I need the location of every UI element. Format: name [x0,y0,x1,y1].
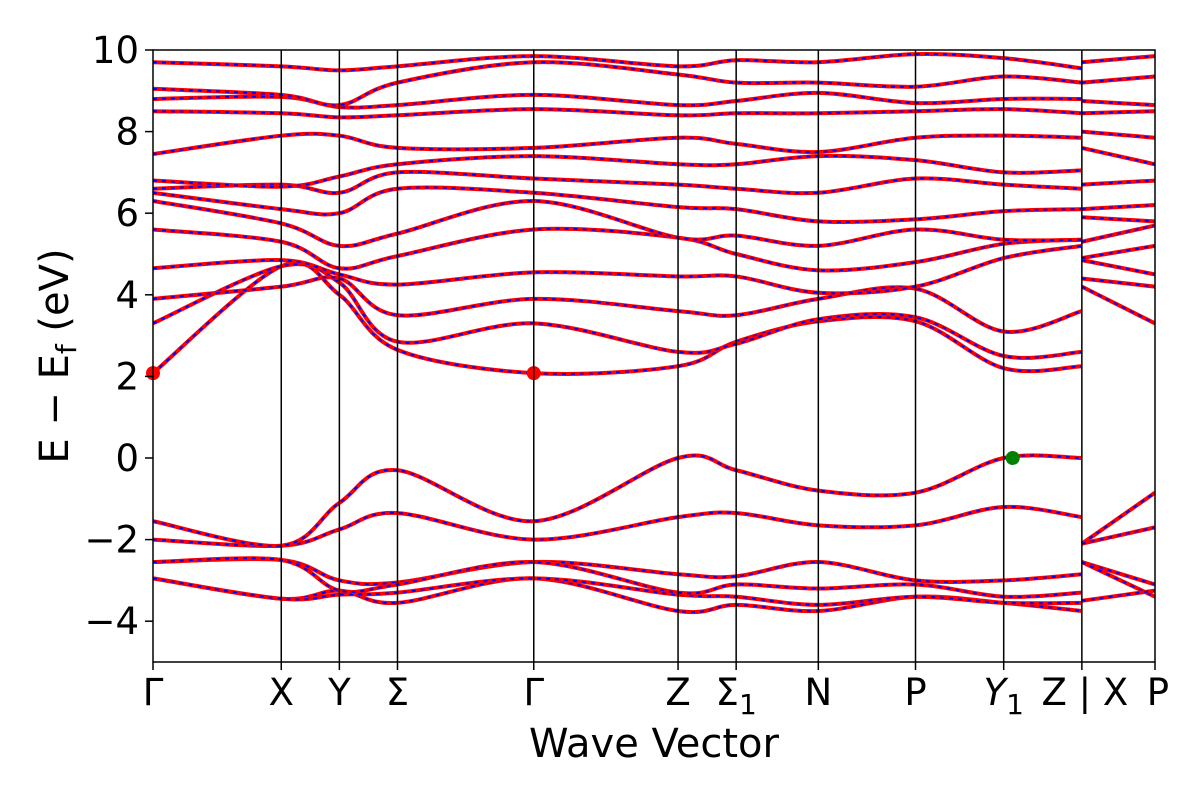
band-line-dashed [1081,110,1155,115]
x-tick-label: Σ [386,671,409,714]
band-line-dashed [153,227,1082,272]
x-tick-label: P [904,671,926,714]
band-line-dashed [1081,216,1155,223]
band-lines [153,51,1155,615]
extremum-markers [146,366,1020,465]
x-axis-ticks: Γ X Y Σ Γ Z Σ1 N P Y1 Z | X P [143,662,1169,721]
y-tick-label: 2 [115,355,139,398]
y-tick-label: 10 [92,29,139,72]
band-line-dashed [153,557,1082,598]
x-tick-label: Σ1 [716,671,757,721]
band-line [153,453,1082,548]
y-axis-label-main: E − E [32,354,78,464]
band-line-dashed [1081,100,1155,107]
band-line-dashed [153,91,1082,109]
band-line-dashed [1081,277,1155,288]
x-tick-label: P [1147,671,1169,714]
band-line-dashed [1081,491,1155,545]
y-axis-label-sub: f [50,343,83,354]
band-line-dashed [1081,55,1155,64]
y-tick-label: 0 [115,437,139,480]
kpoint-divider-lines [280,50,1083,662]
plot-frame [152,49,1156,663]
y-tick-label: 4 [115,274,139,317]
band-line-dashed [1081,224,1155,243]
band-line-dashed [153,199,1082,248]
band-line-dashed [153,108,1082,119]
band-line-dashed [153,454,1082,547]
band-line-dashed [153,505,1082,547]
band-line-dashed [1081,130,1155,139]
vbm-marker [1005,451,1020,465]
band-line [153,107,1082,120]
y-tick-label: 6 [115,192,139,235]
band-line-dashed [1081,75,1155,84]
band-line [153,185,1082,224]
band-line-dashed [153,577,1082,606]
band-line [153,198,1082,249]
band-line [1080,284,1155,326]
band-line-dashed [153,261,1082,375]
y-tick-label: −2 [84,519,139,562]
band-line-dashed [1081,204,1155,211]
x-tick-label: N [804,671,832,714]
band-line-dashed [1081,526,1155,545]
x-axis-label: Wave Vector [529,721,780,767]
x-tick-label: Y1 [983,671,1023,721]
x-tick-label: X [269,671,294,714]
y-axis-ticks: 10 8 6 4 2 0 −2 −4 [84,29,153,643]
y-axis-label-unit: (eV) [32,248,78,344]
y-tick-label: 8 [115,111,139,154]
x-tick-label: Z | X [1042,671,1129,714]
band-line-dashed [1081,244,1155,260]
x-tick-label: Y [327,671,351,714]
band-line-dashed [1081,259,1155,276]
band-line [153,51,1083,73]
band-line-dashed [1081,179,1155,186]
band-line-dashed [153,170,1082,195]
band-line-dashed [153,154,1082,188]
band-line-dashed [153,577,1082,614]
band-line [153,243,1083,296]
band-line [153,504,1083,548]
y-axis-label: E − Ef (eV) [32,248,83,463]
x-tick-label: Γ [143,671,164,714]
y-tick-label: −4 [84,600,139,643]
band-line [153,60,1083,108]
band-line-dashed [153,132,1082,156]
x-tick-label: Γ [523,671,544,714]
band-line-dashed [1081,589,1155,602]
x-tick-label: Z [665,671,690,714]
band-line-dashed [153,276,1083,333]
band-line-dashed [1081,146,1155,166]
band-line-dashed [153,557,1082,586]
